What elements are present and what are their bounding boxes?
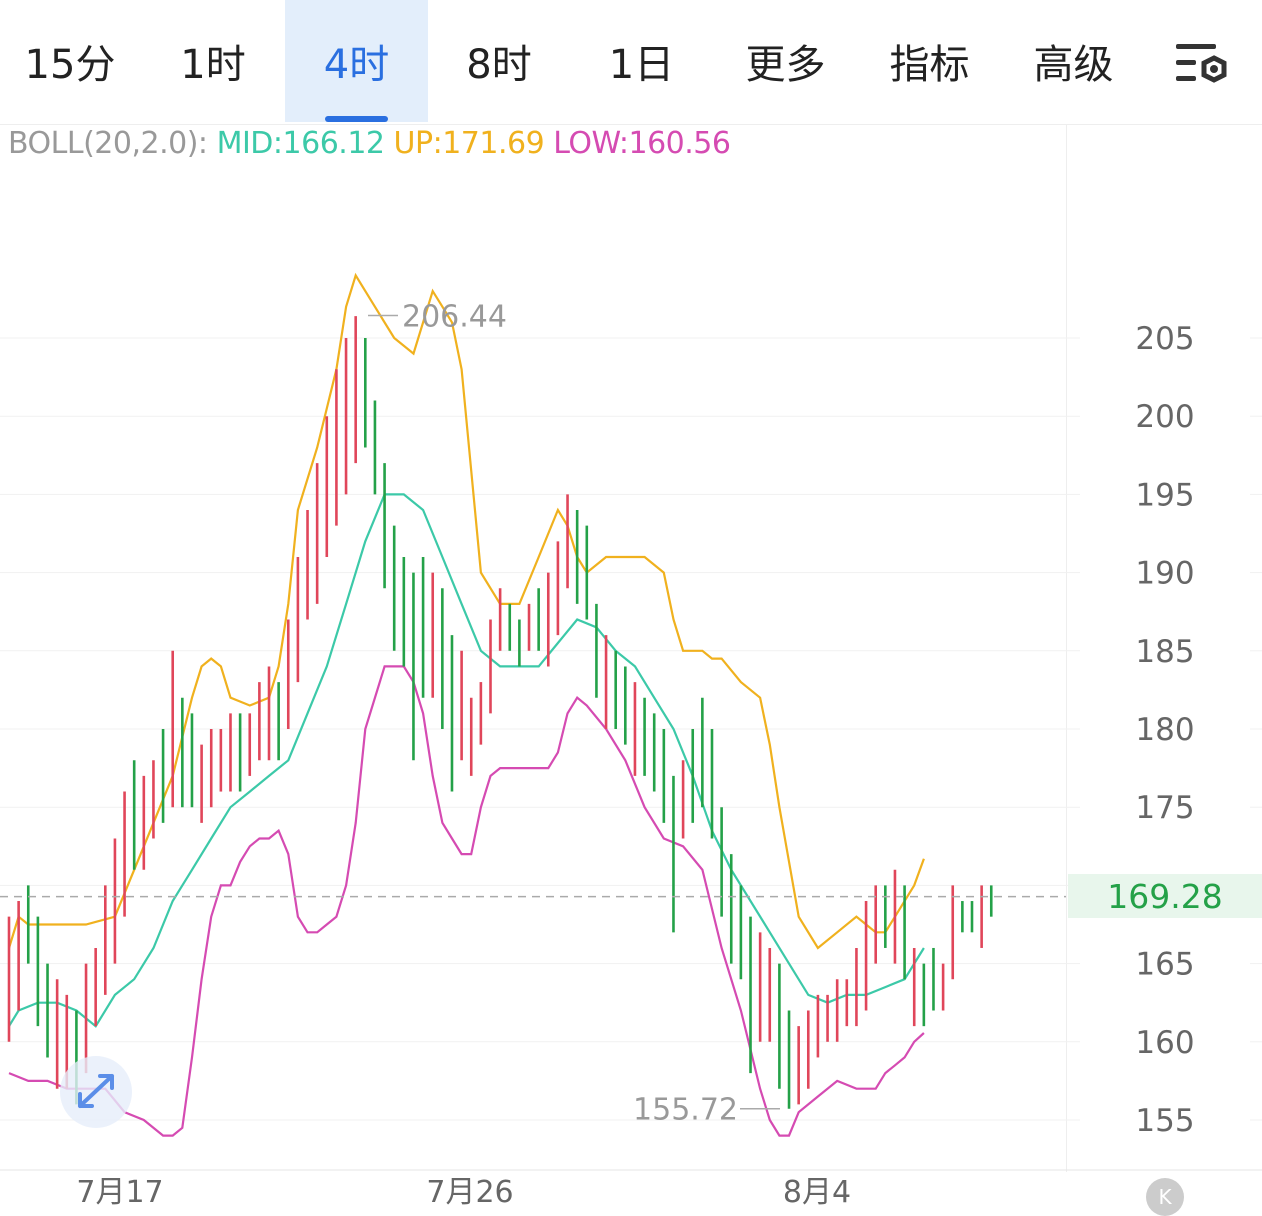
tab-label: 高级 (1033, 42, 1114, 88)
boll-upper-line (7, 272, 925, 950)
x-tick-label: 7月26 (426, 1175, 513, 1210)
candlestick-chart[interactable]: 205 200 195 190 185 180 175 165 160 155 7月17 7月26 8月… (0, 124, 1262, 1210)
high-price-label: 206.44 (402, 299, 507, 334)
y-tick-label: 155 (1135, 1103, 1194, 1139)
chart-settings-icon[interactable] (1160, 30, 1240, 100)
current-price-value: 169.28 (1107, 876, 1223, 916)
tab-5[interactable]: 更多 (714, 0, 857, 122)
x-tick-label: 8月4 (783, 1175, 851, 1210)
boll-mid-line (8, 493, 925, 1028)
price-axis-panel (1066, 124, 1262, 1172)
kline-button-label: K (1158, 1185, 1172, 1209)
tab-label: 1时 (180, 42, 246, 88)
boll-legend-mid: MID:166.12 (216, 126, 385, 161)
tab-0[interactable]: 15分 (0, 0, 140, 122)
kline-button[interactable]: K (1146, 1178, 1184, 1216)
tab-label: 更多 (745, 42, 826, 88)
tab-6[interactable]: 指标 (858, 0, 1001, 122)
boll-legend-low: LOW:160.56 (553, 126, 731, 161)
tab-label: 4时 (323, 42, 390, 88)
period-tab-bar: 15分 1时 4时 8时 1日 更多 指标 高级 (0, 0, 1262, 125)
tab-label: 指标 (889, 42, 970, 88)
tab-label: 8时 (466, 42, 532, 88)
x-tick-label: 7月17 (76, 1175, 163, 1210)
y-tick-label: 175 (1135, 790, 1194, 826)
y-tick-label: 185 (1135, 634, 1194, 670)
current-price-tag: 169.28 (1068, 874, 1262, 918)
tab-7[interactable]: 高级 (1002, 0, 1145, 122)
tab-label: 1日 (608, 42, 675, 88)
y-tick-label: 200 (1135, 399, 1194, 435)
y-tick-label: 165 (1135, 947, 1194, 983)
y-tick-label: 195 (1135, 477, 1194, 513)
tab-4[interactable]: 1日 (570, 0, 713, 122)
tab-label: 15分 (24, 42, 116, 88)
y-tick-label: 205 (1135, 321, 1194, 357)
y-tick-label: 180 (1135, 712, 1194, 748)
tab-2[interactable]: 4时 (285, 0, 428, 122)
boll-legend-name: BOLL(20,2.0): (8, 126, 208, 161)
tab-3[interactable]: 8时 (428, 0, 570, 122)
expand-icon (78, 1074, 114, 1108)
boll-lower-line (8, 665, 925, 1137)
boll-legend: BOLL(20,2.0): MID:166.12 UP:171.69 LOW:1… (8, 126, 731, 161)
y-tick-label: 160 (1135, 1025, 1194, 1061)
tab-1[interactable]: 1时 (142, 0, 284, 122)
fullscreen-button[interactable] (60, 1056, 132, 1128)
active-tab-indicator (325, 116, 388, 122)
low-price-label: 155.72 (633, 1093, 738, 1128)
y-tick-label: 190 (1135, 556, 1194, 592)
boll-legend-up: UP:171.69 (393, 126, 545, 161)
